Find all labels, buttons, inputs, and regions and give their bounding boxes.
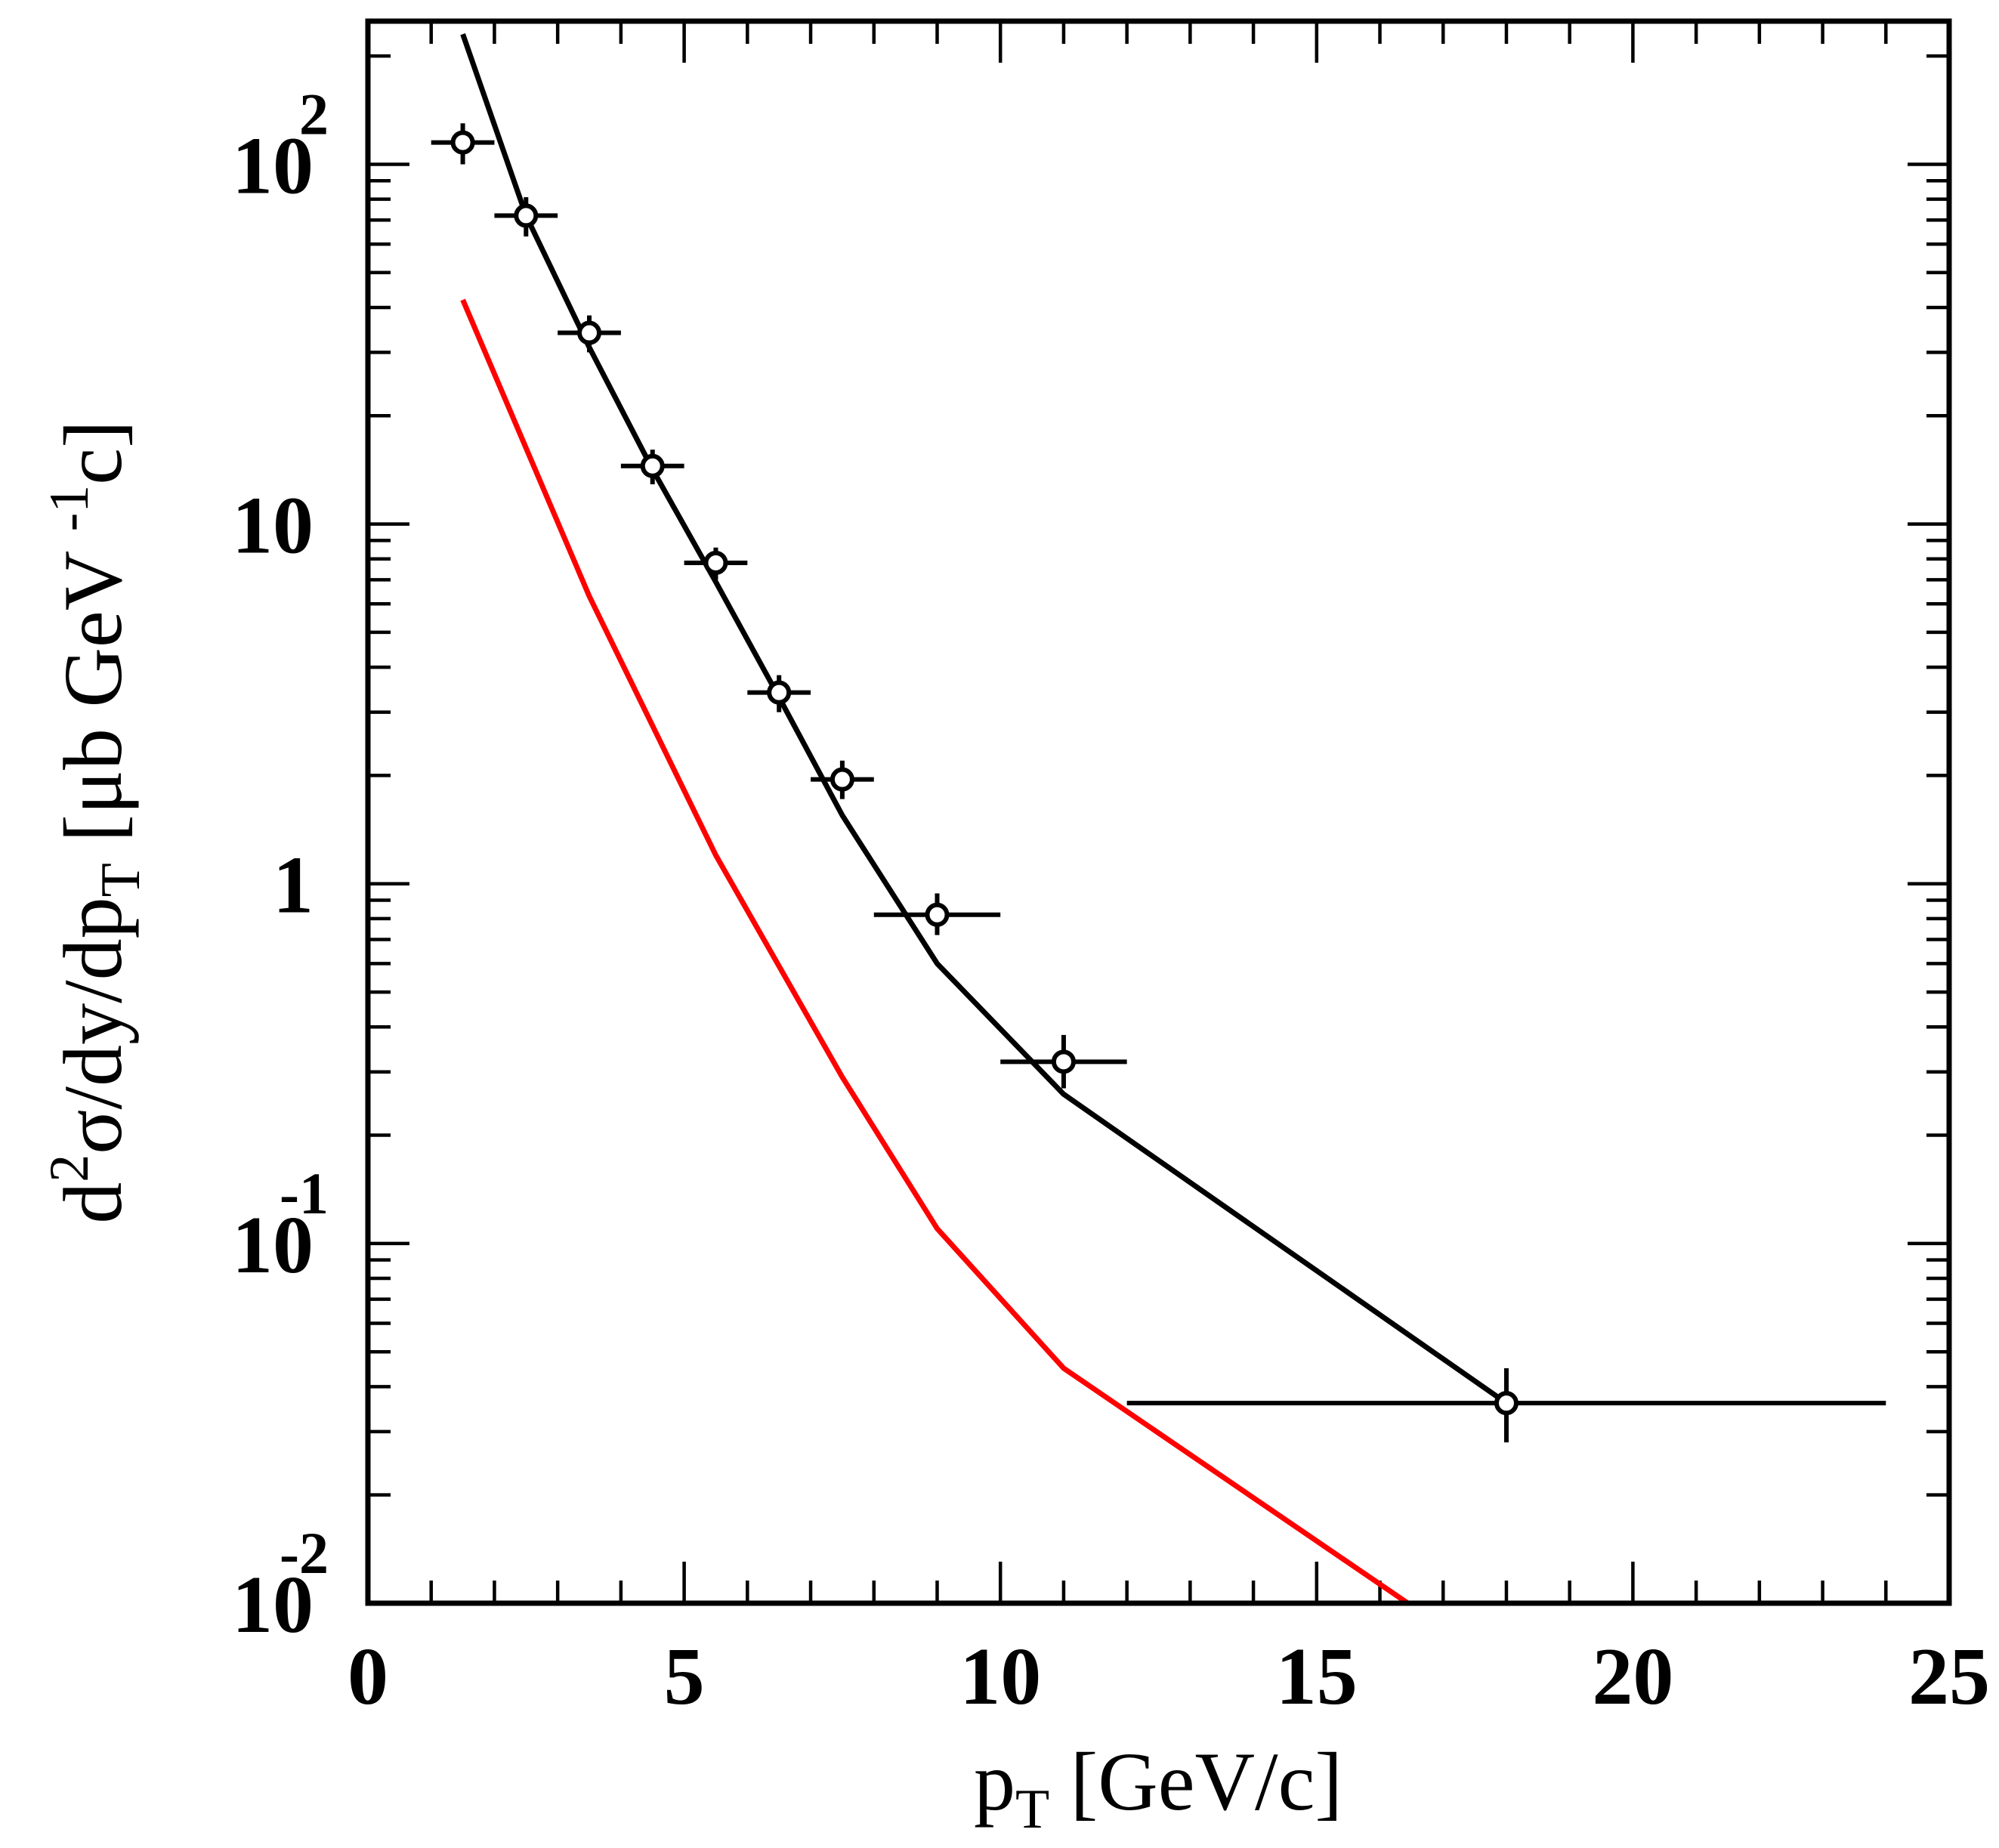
y-tick-label: 10: [232, 481, 314, 571]
data-marker: [767, 680, 792, 705]
y-axis-title: d2σ/dy/dpT [μb GeV -1c]: [39, 420, 152, 1224]
data-marker: [1051, 1049, 1076, 1074]
data-point: [494, 197, 558, 237]
data-marker: [450, 130, 475, 155]
data-point: [684, 547, 748, 580]
data-point: [558, 315, 621, 353]
data-points: [431, 123, 1886, 1443]
red-curve-line: [460, 298, 1413, 1603]
minor-ticks: [368, 21, 1949, 1603]
x-tick-label: 10: [959, 1632, 1041, 1722]
black-curve-line: [460, 33, 1509, 1405]
data-point: [620, 450, 684, 484]
y-tick-label: 1: [273, 841, 314, 931]
plot-frame: [365, 18, 1952, 1606]
data-marker: [1494, 1391, 1519, 1416]
x-axis-title: pT [GeV/c]: [974, 1735, 1342, 1840]
data-point: [431, 123, 495, 165]
y-tick-exponent: 2: [299, 81, 329, 147]
x-tick-label: 5: [664, 1632, 705, 1722]
y-tick-label: 10: [232, 1560, 314, 1650]
data-point: [1126, 1367, 1886, 1443]
x-tick-labels: 0 5 10 15 20 25: [348, 1632, 1990, 1722]
data-marker: [640, 453, 665, 478]
data-marker: [830, 767, 854, 792]
data-marker: [577, 320, 602, 345]
y-tick-exponent: -2: [280, 1520, 329, 1586]
data-point: [747, 675, 811, 712]
data-point: [873, 893, 1001, 935]
data-point: [1000, 1034, 1127, 1089]
major-ticks: [366, 21, 1951, 1605]
data-marker: [925, 902, 950, 927]
x-tick-label: 15: [1276, 1632, 1358, 1722]
data-marker: [703, 550, 728, 575]
y-tick-label: 10: [232, 1201, 314, 1290]
curves: [460, 33, 1509, 1603]
y-tick-exponent: -1: [280, 1160, 329, 1226]
x-tick-label: 0: [348, 1632, 388, 1722]
y-tick-label: 10: [232, 121, 314, 211]
data-marker: [514, 203, 539, 228]
x-tick-label: 25: [1908, 1632, 1990, 1722]
x-tick-label: 20: [1592, 1632, 1673, 1722]
data-point: [811, 760, 874, 799]
